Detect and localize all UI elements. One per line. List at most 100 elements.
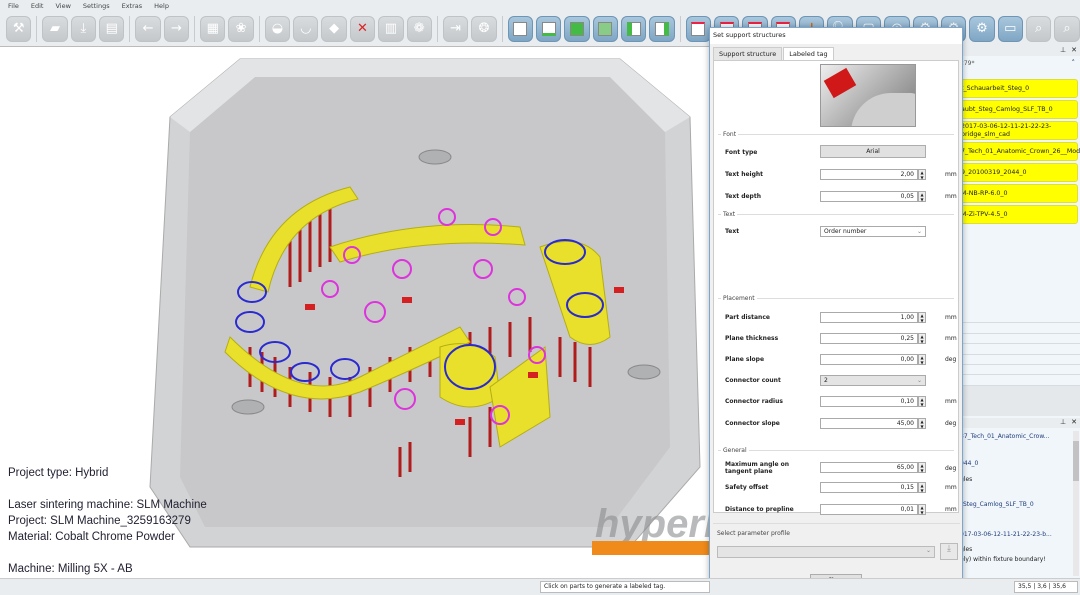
export-icon[interactable]: ⇥ [442,15,469,42]
placement-group: Placement Part distance 1,00 ▲ ▼ mm Plane th… [718,295,957,443]
view-bottom-icon[interactable] [592,15,618,42]
set-support-structures-dialog: Set support structures Support structure… [709,27,963,591]
tab-labeled-tag[interactable]: Labeled tag [783,47,834,60]
delete-support-icon[interactable]: ✕ [349,15,376,42]
part-distance-input[interactable]: 1,00 [820,311,918,323]
open-folder-icon[interactable]: ▰ [42,15,68,42]
collapse-icon[interactable]: ˄ [1071,59,1076,67]
message-title[interactable]: 044_0 [960,460,979,467]
pin-icon[interactable]: ⊥ [1060,418,1067,426]
view-right-icon[interactable] [649,15,675,42]
text-group: Text Text Order number ⌄ [718,211,954,289]
spinner[interactable]: ▲ ▼ [918,503,926,515]
part-item[interactable]: t_Schauarbeit_Steg_0 [956,79,1078,98]
menu-help[interactable]: Help [154,2,169,10]
render-mode-3-icon[interactable]: ⚙ [969,15,995,42]
menu-extras[interactable]: Extras [121,2,143,10]
message-text: ely) within fixture boundary! [960,556,1046,563]
font-type-button[interactable]: Arial [820,145,926,158]
connector-slope-input[interactable]: 45,00 [820,417,918,429]
save-icon[interactable]: ⤓ [70,15,97,42]
undo-arrow-icon[interactable]: ← [135,15,161,42]
close-panel-icon[interactable]: ✕ [1071,418,1077,426]
text-depth-spinner[interactable]: ▲ ▼ [918,190,926,202]
field-label: Maximum angle on tangent plane [725,461,790,475]
3d-viewport[interactable]: hyperD Project type: Hybrid Laser sinter… [0,46,952,578]
close-panel-icon[interactable]: ✕ [1071,46,1077,54]
part-item[interactable]: 7_Tech_01_Anatomic_Crown_26__Mod_2A_0 [956,142,1080,161]
parameter-profile-section: Select parameter profile ⌄ ⤓ [713,523,960,565]
field-label: Connector radius [725,397,783,405]
import-parts-icon[interactable]: ❀ [228,15,254,42]
connector-count-select[interactable]: 2 ⌄ [820,374,926,386]
part-item[interactable]: M-Zi-TPV-4.5_0 [956,205,1078,224]
message-text: gles [960,476,973,483]
group-label: Text [721,211,738,218]
scrollbar[interactable] [1073,431,1079,576]
print-icon[interactable]: ▤ [99,15,125,42]
calculate-icon[interactable]: ❂ [471,15,497,42]
group-label: Font [721,131,739,138]
font-group: Font Font type Arial Text height 2,00 ▲ ▼ mm … [718,131,957,206]
unit-label: deg [945,464,957,472]
plane-slope-input[interactable]: 0,00 [820,353,918,365]
text-height-spinner[interactable]: ▲ ▼ [918,168,926,180]
field-label: Plane thickness [725,334,779,342]
supports-icon[interactable]: ▥ [378,15,404,42]
build-plate-scene[interactable]: hyperD [0,47,952,578]
pin-icon[interactable]: ⊥ [1060,46,1067,54]
machine-button[interactable]: ⚒ [6,15,32,42]
part-item[interactable]: 2017-03-06-12-11-21-22-23-bridge_slm_cad [956,121,1078,140]
view-iso1-icon[interactable] [685,15,712,42]
section-icon[interactable]: ▭ [997,15,1023,42]
spinner[interactable]: ▲ ▼ [918,462,926,473]
labeled-tag-preview-image [820,64,916,127]
spinner[interactable]: ▲ ▼ [918,417,926,429]
part-item[interactable]: aubt_Steg_Camlog_SLF_TB_0 [956,100,1078,119]
dental-parts [224,186,611,448]
message-title[interactable]: 37_Tech_01_Anatomic_Crow... [960,433,1050,440]
view-left-icon[interactable] [621,15,647,42]
spinner[interactable]: ▲ ▼ [918,481,926,493]
save-profile-icon[interactable]: ⤓ [940,543,958,560]
crown-icon[interactable]: ◒ [264,15,291,42]
message-title[interactable]: _Steg_Camlog_SLF_TB_0 [960,501,1034,508]
text-depth-input[interactable]: 0,05 [820,190,918,202]
laser-settings-icon[interactable]: ▦ [200,15,226,42]
field-label: Connector count [725,376,781,384]
menu-view[interactable]: View [55,2,71,10]
max-angle-input[interactable]: 65,00 [820,462,918,473]
group-label: Placement [721,295,757,302]
measure-icon[interactable]: ⌕ [1026,15,1052,42]
menu-edit[interactable]: Edit [30,2,44,10]
distance-to-prepline-input[interactable]: 0,01 [820,503,918,515]
spinner[interactable]: ▲ ▼ [918,353,926,365]
view-top-icon[interactable] [564,15,590,42]
watermark-bar [592,541,712,555]
safety-offset-input[interactable]: 0,15 [820,481,918,493]
menu-file[interactable]: File [8,2,19,10]
redo-arrow-icon[interactable]: → [163,15,190,42]
view-front-icon[interactable] [507,15,533,42]
field-label: Connector slope [725,419,780,427]
message-title[interactable]: 017-03-06-12-11-21-22-23-b... [960,531,1052,538]
part-item[interactable]: M-NB-RP-6.0_0 [956,184,1078,203]
spinner[interactable]: ▲ ▼ [918,332,926,344]
parameter-profile-select[interactable]: ⌄ [717,546,935,558]
bridge-icon[interactable]: ◡ [293,15,319,42]
connector-radius-input[interactable]: 0,10 [820,395,918,407]
spinner[interactable]: ▲ ▼ [918,311,926,323]
view-back-icon[interactable] [535,15,562,42]
part-item[interactable]: 9_20100319_2044_0 [956,163,1078,182]
spinner[interactable]: ▲ ▼ [918,395,926,407]
menu-settings[interactable]: Settings [82,2,110,10]
plane-thickness-input[interactable]: 0,25 [820,332,918,344]
unit-label: mm [945,334,957,342]
text-select[interactable]: Order number ⌄ [820,225,926,237]
label-icon[interactable]: ❁ [406,15,432,42]
info-line: Laser sintering machine: SLM Machine [8,499,207,511]
nesting-icon[interactable]: ◆ [321,15,347,42]
tab-support-structure[interactable]: Support structure [713,47,783,60]
measure-distance-icon[interactable]: ⌕ [1054,15,1080,42]
text-height-input[interactable]: 2,00 [820,168,918,180]
